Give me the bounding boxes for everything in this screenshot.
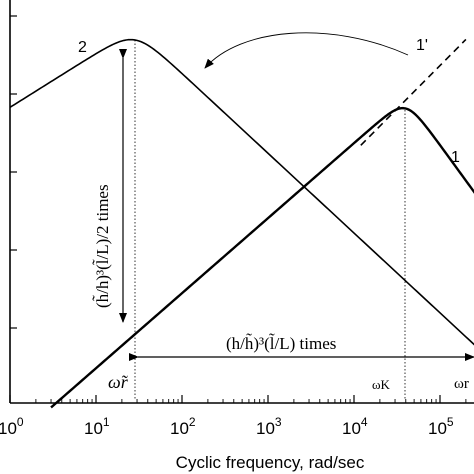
curves [9, 38, 474, 409]
x-axis-title: Cyclic frequency, rad/sec [176, 453, 365, 472]
curve-label-1-prime: 1' [416, 37, 428, 54]
x-tick-label: 101 [84, 415, 110, 438]
y-axis-ticks [10, 15, 17, 329]
x-tick-label: 104 [342, 415, 368, 438]
x-tick-labels: 100 101 102 103 104 105 [0, 415, 454, 438]
series-line-2 [9, 38, 474, 346]
omega-r-right-label: ωr [454, 376, 469, 392]
x-tick-label: 102 [170, 415, 196, 438]
omega-r-tilde-label: ω̃r [108, 372, 129, 392]
x-tick-label: 100 [0, 415, 24, 438]
omega-k-label: ωK [372, 377, 391, 392]
series-line-1-prime [360, 38, 467, 146]
x-tick-label: 105 [428, 415, 454, 438]
x-axis-ticks [9, 395, 467, 403]
series-line-1 [50, 106, 474, 409]
curved-arrow [204, 32, 409, 69]
curve-label-1: 1 [451, 149, 460, 166]
curve-label-2: 2 [78, 39, 87, 56]
horizontal-annotation: (h/h̃)³(l̃/L) times [226, 334, 336, 353]
x-tick-label: 103 [256, 415, 282, 438]
vertical-annotation: (h̃/h)³(l̃/L)/2 times [93, 184, 112, 308]
